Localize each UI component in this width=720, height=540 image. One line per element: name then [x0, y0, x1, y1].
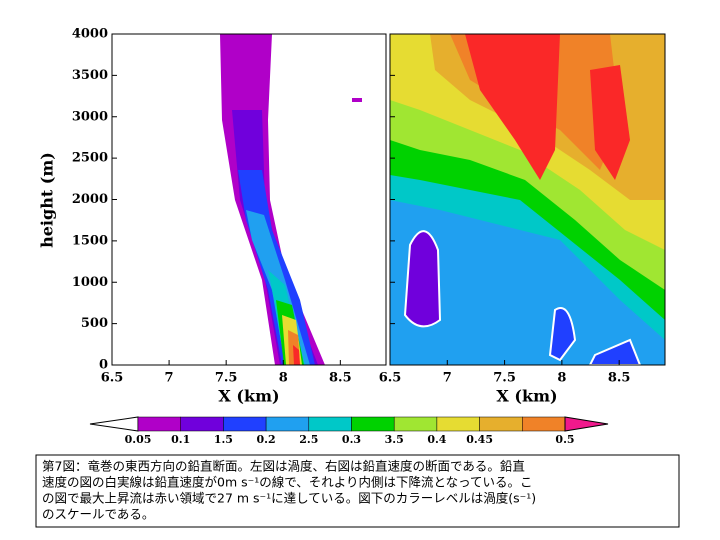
x-tick-label: 8 [557, 371, 566, 386]
caption-line: 第7図：竜巻の東西方向の鉛直断面。左図は渦度、右図は鉛直速度の断面である。鉛直 [42, 459, 525, 474]
colorbar-segment [522, 416, 566, 432]
caption-line: のスケールである。 [42, 507, 154, 522]
colorbar-label: 0.3 [342, 433, 361, 446]
y-tick-label: 2500 [72, 151, 108, 166]
colorbar-label: 0.1 [171, 433, 190, 446]
x-tick-label: 6.5 [101, 371, 124, 386]
colorbar-segment [308, 416, 352, 432]
caption-line: の図で最大上昇流は赤い領域で27 m s⁻¹に達している。図下のカラーレベルは渦… [42, 491, 536, 506]
y-tick-label: 1500 [72, 233, 108, 248]
y-tick-label: 1000 [72, 275, 108, 290]
y-tick-label: 3500 [72, 68, 108, 83]
caption-box [35, 454, 680, 528]
colorbar-segment [351, 416, 395, 432]
x-axis-label: X (km) [496, 387, 557, 406]
colorbar-label: 2.5 [299, 433, 318, 446]
colorbar-segment [180, 416, 224, 432]
y-axis-label: height (m) [38, 152, 57, 248]
x-tick-label: 8.5 [329, 371, 352, 386]
colorbar-segment [137, 416, 181, 432]
colorbar-label: 0.05 [125, 433, 152, 446]
y-tick-label: 0 [99, 358, 108, 373]
y-tick-label: 500 [81, 316, 108, 331]
colorbar-label: 3.5 [385, 433, 404, 446]
y-tick-label: 2000 [72, 192, 108, 207]
colorbar-end [564, 416, 609, 432]
x-tick-label: 8 [279, 371, 288, 386]
colorbar-segment [265, 416, 310, 432]
x-tick-label: 7 [443, 371, 452, 386]
colorbar-segment [479, 416, 523, 432]
y-tick-label: 4000 [72, 27, 108, 42]
caption-line: 速度の図の白実線は鉛直速度が0m s⁻¹の線で、それより内側は下降流となっている… [42, 475, 532, 490]
x-tick-label: 8.5 [608, 371, 631, 386]
y-tick-label: 3000 [72, 109, 108, 124]
x-tick-label: 7.5 [493, 371, 516, 386]
colorbar-label: 0.2 [257, 433, 276, 446]
vorticity-field [112, 34, 386, 365]
colorbar-label: 0.4 [427, 433, 446, 446]
x-axis-label: X (km) [218, 387, 279, 406]
colorbar-segment [436, 416, 480, 432]
colorbar-segment [393, 416, 438, 432]
x-tick-label: 6.5 [379, 371, 402, 386]
x-tick-label: 7.5 [215, 371, 238, 386]
colorbar-segment [223, 416, 267, 432]
colorbar-start [89, 416, 139, 432]
vertical-velocity-field [390, 34, 665, 365]
colorbar-label: 1.5 [214, 433, 233, 446]
x-tick-label: 7 [165, 371, 174, 386]
colorbar-label: 0.45 [466, 433, 493, 446]
colorbar-label: 0.5 [555, 433, 574, 446]
